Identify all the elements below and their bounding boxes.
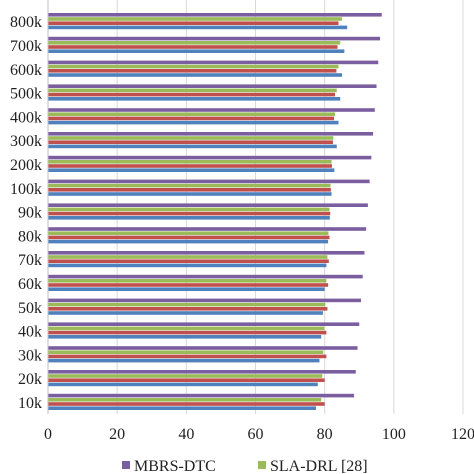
bar <box>48 255 328 259</box>
category-tick-label: 30k <box>18 347 42 364</box>
category-tick-label: 100k <box>10 181 42 198</box>
bar <box>48 92 336 97</box>
bar <box>48 350 324 354</box>
bar <box>48 112 336 116</box>
x-tick-label: 100 <box>382 426 406 443</box>
bar <box>48 235 330 240</box>
bar <box>48 398 322 402</box>
bar <box>48 97 341 101</box>
bar <box>48 382 318 387</box>
category-tick-label: 40k <box>18 324 42 341</box>
category-tick-label: 500k <box>10 86 42 103</box>
bar <box>48 207 330 212</box>
bar <box>48 49 345 53</box>
category-tick-label: 200k <box>10 157 42 174</box>
bar <box>48 108 375 112</box>
category-tick-label: 300k <box>10 133 42 150</box>
bar <box>48 231 329 235</box>
bar <box>48 45 338 49</box>
bar <box>48 73 342 77</box>
category-tick-label: 80k <box>18 228 42 245</box>
bar <box>48 21 339 25</box>
bar <box>48 144 337 149</box>
bar <box>48 239 329 244</box>
bar <box>48 64 339 69</box>
bar <box>48 179 370 184</box>
x-tick-label: 0 <box>44 426 52 443</box>
bar <box>48 227 367 231</box>
bar <box>48 302 326 307</box>
bar <box>48 370 356 374</box>
bar <box>48 120 339 125</box>
bar <box>48 211 331 216</box>
bar <box>48 259 329 263</box>
bar <box>48 140 333 144</box>
bar <box>48 311 323 315</box>
bar <box>48 183 331 188</box>
legend-swatch <box>122 461 130 469</box>
bar <box>48 132 374 136</box>
bar <box>48 287 325 291</box>
category-tick-label: 10k <box>18 395 42 412</box>
bar <box>48 346 358 350</box>
bar <box>48 168 335 172</box>
category-tick-label: 700k <box>10 38 42 55</box>
bar <box>48 374 323 378</box>
bar <box>48 41 341 45</box>
bar <box>48 279 327 283</box>
legend-label: SLA-DRL [28] <box>270 458 368 474</box>
bar <box>48 69 337 73</box>
bar <box>48 326 325 331</box>
bar <box>48 298 361 303</box>
category-tick-label: 20k <box>18 371 42 388</box>
bar <box>48 406 317 410</box>
bar <box>48 164 332 168</box>
category-tick-label: 600k <box>10 62 42 79</box>
legend-swatch <box>258 461 266 469</box>
category-tick-label: 800k <box>10 14 42 31</box>
bar <box>48 393 355 398</box>
bar <box>48 60 379 65</box>
bar <box>48 88 337 93</box>
bar <box>48 335 322 339</box>
bar <box>48 25 348 30</box>
category-tick-label: 400k <box>10 109 42 126</box>
bar <box>48 155 372 160</box>
bar <box>48 188 331 192</box>
bar <box>48 13 382 17</box>
x-tick-label: 20 <box>109 426 125 443</box>
bar <box>48 378 325 382</box>
category-tick-label: 50k <box>18 300 42 317</box>
bar <box>48 136 334 140</box>
bar <box>48 160 332 164</box>
x-tick-label: 120 <box>451 426 474 443</box>
category-tick-label: 90k <box>18 205 42 222</box>
bar <box>48 322 360 326</box>
bar <box>48 283 329 287</box>
bar <box>48 263 327 268</box>
legend-label: MBRS-DTC <box>134 458 216 474</box>
bar <box>48 274 363 279</box>
bar <box>48 307 328 311</box>
bar <box>48 84 377 88</box>
category-tick-label: 60k <box>18 276 42 293</box>
bar <box>48 36 380 41</box>
bar <box>48 203 368 207</box>
x-tick-label: 80 <box>317 426 333 443</box>
bar <box>48 216 330 220</box>
bar <box>48 358 320 363</box>
bar <box>48 17 342 21</box>
bar <box>48 251 365 255</box>
bar <box>48 354 327 359</box>
x-tick-label: 40 <box>178 426 194 443</box>
bar <box>48 330 327 335</box>
bar <box>48 192 332 196</box>
category-tick-label: 70k <box>18 252 42 269</box>
x-tick-label: 60 <box>248 426 264 443</box>
bar <box>48 402 325 406</box>
bar <box>48 116 335 121</box>
